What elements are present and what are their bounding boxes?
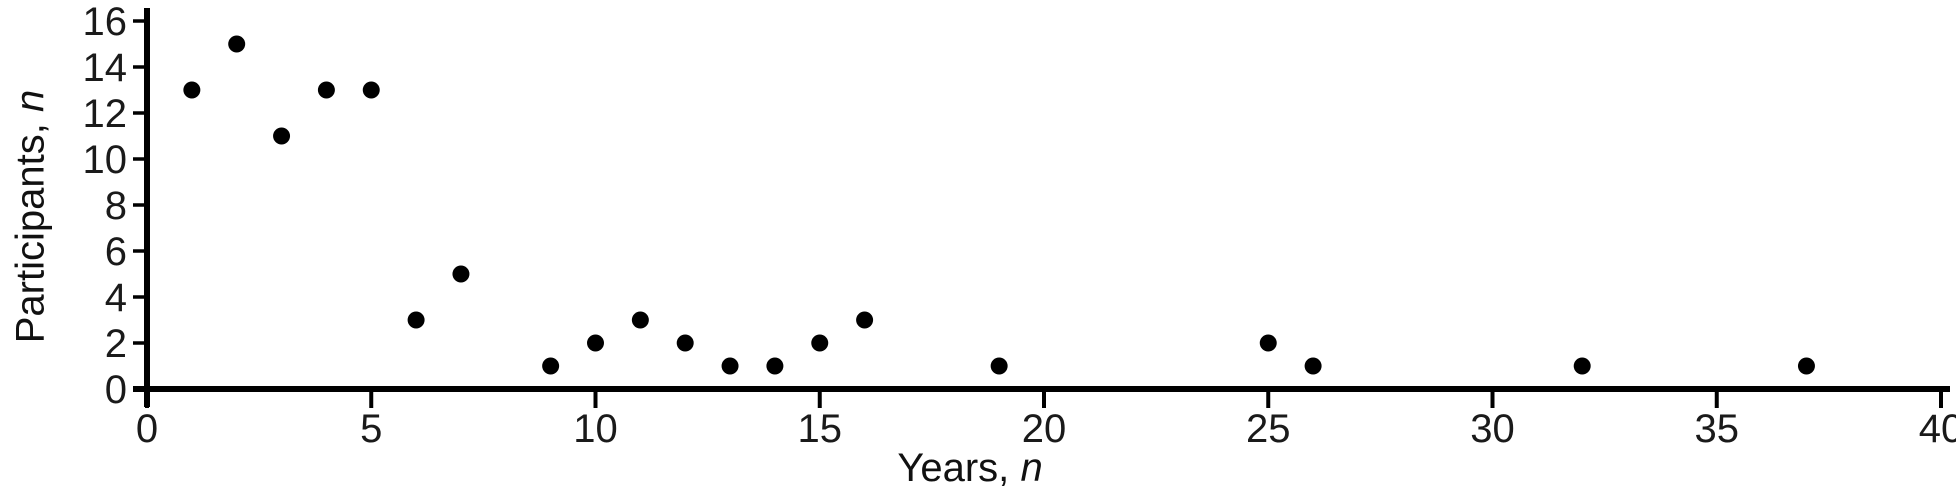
y-tick-label: 4 bbox=[105, 276, 127, 320]
data-point bbox=[1797, 357, 1815, 375]
y-tick-label: 2 bbox=[105, 322, 127, 366]
x-tick-label: 40 bbox=[1919, 407, 1956, 451]
data-point bbox=[766, 357, 784, 375]
data-point bbox=[452, 265, 470, 283]
x-tick-label: 5 bbox=[360, 407, 382, 451]
x-tick-label: 20 bbox=[1022, 407, 1067, 451]
data-point bbox=[273, 127, 291, 145]
x-tick-label: 25 bbox=[1246, 407, 1291, 451]
x-tick-label: 15 bbox=[798, 407, 843, 451]
x-tick-label: 0 bbox=[136, 407, 158, 451]
y-tick-label: 8 bbox=[105, 184, 127, 228]
x-tick-label: 35 bbox=[1695, 407, 1740, 451]
data-point bbox=[542, 357, 560, 375]
y-tick-label: 12 bbox=[83, 92, 128, 136]
y-tick-label: 16 bbox=[83, 0, 128, 44]
x-tick-label: 10 bbox=[573, 407, 618, 451]
data-point bbox=[228, 35, 246, 53]
x-axis-title: Years, n bbox=[760, 446, 1180, 487]
data-point bbox=[1259, 334, 1277, 352]
x-axis-title-symbol: n bbox=[1020, 446, 1043, 487]
data-point bbox=[990, 357, 1008, 375]
data-point bbox=[183, 81, 201, 99]
x-tick-label: 30 bbox=[1470, 407, 1515, 451]
data-point bbox=[856, 311, 874, 329]
data-point bbox=[631, 311, 649, 329]
data-point bbox=[587, 334, 604, 352]
y-tick-label: 14 bbox=[83, 46, 128, 90]
y-tick-label: 10 bbox=[83, 138, 128, 182]
data-point bbox=[407, 311, 425, 329]
data-point bbox=[811, 334, 829, 352]
data-point bbox=[317, 81, 335, 99]
data-point bbox=[721, 357, 739, 375]
x-axis-title-text: Years, bbox=[897, 446, 1010, 487]
y-tick-label: 0 bbox=[105, 368, 127, 412]
y-tick-label: 6 bbox=[105, 230, 127, 274]
data-point bbox=[1304, 357, 1322, 375]
data-point bbox=[362, 81, 380, 99]
data-point bbox=[676, 334, 694, 352]
data-point bbox=[1573, 357, 1591, 375]
